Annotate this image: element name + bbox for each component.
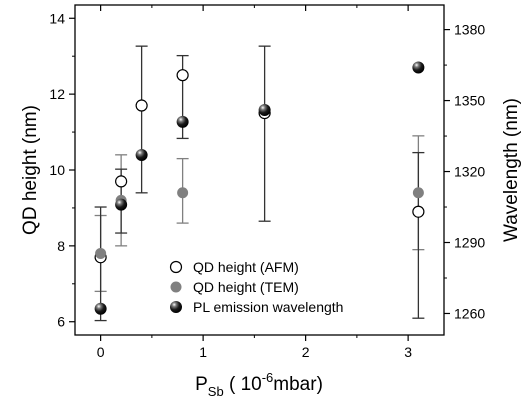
y-tick-label: 14 [49,10,65,26]
data-point-pl [176,115,189,128]
x-axis-title: PSb ( 10-6mbar) [195,370,323,399]
data-point-pl [135,148,148,161]
legend-marker-tem [170,281,182,293]
y-axis-title: QD height (nm) [20,105,41,235]
x-tick-label: 1 [199,344,207,360]
legend: QD height (AFM) QD height (TEM) PL emiss… [169,259,343,315]
y2-axis-title: Wavelength (nm) [501,98,522,242]
data-point-tem [177,187,189,199]
data-markers [94,61,425,315]
legend-label-tem: QD height (TEM) [193,279,299,295]
axis-ticks [69,5,450,341]
x-axis-title-main: P [195,374,208,395]
data-point-pl [94,302,107,315]
error-bars [94,45,425,322]
y-tick-label: 8 [57,238,65,254]
y2-tick-label: 1290 [454,235,485,251]
legend-marker-pl [170,301,182,313]
data-point-afm [412,205,425,218]
data-point-tem [412,187,424,199]
x-axis-title-middle: ( 10 [224,374,262,395]
legend-label-afm: QD height (AFM) [193,259,299,275]
y2-tick-label: 1380 [454,22,485,38]
x-tick-label: 0 [97,344,105,360]
legend-label-pl: PL emission wavelength [193,299,343,315]
y-tick-label: 6 [57,314,65,330]
data-point-pl [412,61,425,74]
x-axis-title-superscript: -6 [262,370,274,385]
data-point-afm [115,175,128,188]
data-point-pl [258,104,271,117]
y-tick-label: 12 [49,86,65,102]
y-tick-label: 10 [49,162,65,178]
y2-tick-label: 1320 [454,164,485,180]
y2-tick-label: 1260 [454,305,485,321]
legend-marker-afm [169,260,183,274]
x-axis-title-unit: mbar) [273,374,323,395]
data-point-pl [115,198,128,211]
x-tick-label: 2 [302,344,310,360]
x-axis-title-subscript: Sb [208,384,224,399]
x-tick-label: 3 [404,344,412,360]
data-point-afm [135,99,148,112]
y2-tick-label: 1350 [454,93,485,109]
data-point-tem [95,247,107,259]
data-point-afm [176,69,189,82]
